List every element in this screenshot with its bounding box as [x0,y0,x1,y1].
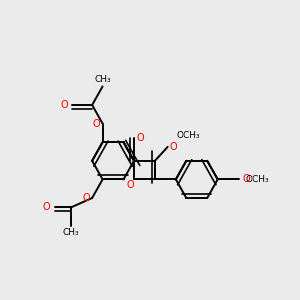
Text: O: O [137,133,144,142]
Text: O: O [43,202,51,212]
Text: CH₃: CH₃ [94,75,111,84]
Text: CH₃: CH₃ [63,228,80,237]
Text: O: O [60,100,68,110]
Text: O: O [93,118,100,129]
Text: O: O [82,193,90,203]
Text: O: O [170,142,177,152]
Text: O: O [242,174,250,184]
Text: OCH₃: OCH₃ [177,131,200,140]
Text: O: O [127,179,134,190]
Text: OCH₃: OCH₃ [245,175,269,184]
